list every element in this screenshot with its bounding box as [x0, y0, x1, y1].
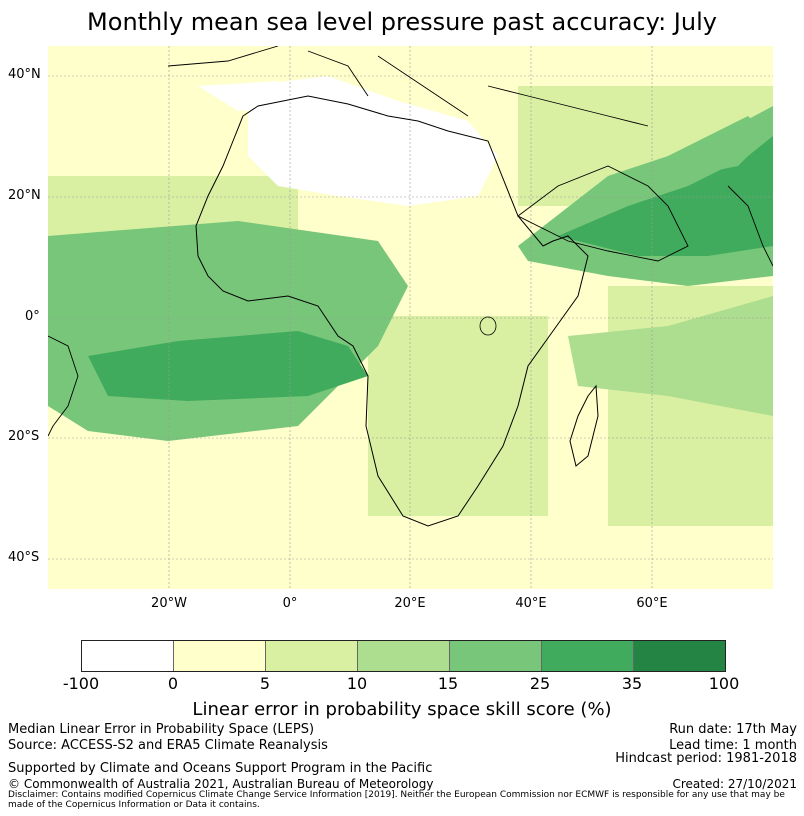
copyright-text: © Commonwealth of Australia 2021, Austra…: [8, 777, 434, 791]
arabia-coastline: [517, 165, 689, 262]
colorbar-swatch: [82, 641, 174, 671]
colorbar-swatch: [174, 641, 266, 671]
lat-label-40s: 40°S: [8, 550, 40, 565]
africa-coastline: [195, 95, 589, 527]
shade-region: [668, 116, 768, 176]
colorbar-swatch: [542, 641, 634, 671]
colorbar-tick: 100: [708, 674, 740, 693]
lon-label-20w: 20°W: [151, 596, 187, 611]
run-date-text: Run date: 17th May: [669, 722, 797, 737]
south-america-coastline: [48, 335, 79, 437]
lead-time-text: Lead time: 1 month: [669, 738, 797, 753]
lat-label-20s: 20°S: [8, 429, 40, 444]
lon-label-20e: 20°E: [394, 596, 426, 611]
lon-label-0: 0°: [282, 596, 298, 611]
shade-region: [368, 316, 548, 516]
colorbar-swatch: [634, 641, 725, 671]
colorbar-tick: 0: [167, 674, 179, 693]
colorbar-tick: 10: [346, 674, 368, 693]
map-title: Monthly mean sea level pressure past acc…: [87, 8, 717, 36]
colorbar-tick: 15: [437, 674, 459, 693]
hindcast-text: Hindcast period: 1981-2018: [615, 751, 797, 766]
colorbar-label: Linear error in probability space skill …: [192, 699, 612, 720]
madagascar-coastline: [569, 384, 599, 467]
colorbar-swatch: [266, 641, 358, 671]
created-text: Created: 27/10/2021: [672, 777, 797, 791]
shade-region: [88, 331, 368, 401]
map-canvas: [48, 46, 773, 589]
colorbar-tick: 5: [259, 674, 271, 693]
colorbar: [81, 640, 726, 672]
lon-label-40e: 40°E: [515, 596, 547, 611]
lat-label-0: 0°: [25, 309, 40, 324]
lat-label-20n: 20°N: [8, 188, 41, 203]
disclaimer-text: Disclaimer: Contains modified Copernicus…: [8, 790, 785, 810]
lon-label-60e: 60°E: [636, 596, 668, 611]
colorbar-swatch: [358, 641, 450, 671]
india-coastline: [727, 185, 773, 267]
skill-score-map: [48, 46, 773, 589]
gridlines: [48, 46, 773, 589]
shade-region: [558, 136, 773, 256]
colorbar-swatch: [450, 641, 542, 671]
colorbar-tick: -100: [62, 674, 100, 693]
lake-victoria: [479, 316, 497, 336]
method-text: Median Linear Error in Probability Space…: [8, 722, 315, 737]
colorbar-tick: 35: [621, 674, 643, 693]
europe-coastline: [167, 46, 649, 127]
lat-label-40n: 40°N: [8, 67, 41, 82]
shade-region: [248, 76, 498, 206]
colorbar-tick: 25: [529, 674, 551, 693]
source-text: Source: ACCESS-S2 and ERA5 Climate Reana…: [8, 738, 328, 753]
support-text: Supported by Climate and Oceans Support …: [8, 761, 433, 776]
shade-region: [568, 296, 773, 416]
